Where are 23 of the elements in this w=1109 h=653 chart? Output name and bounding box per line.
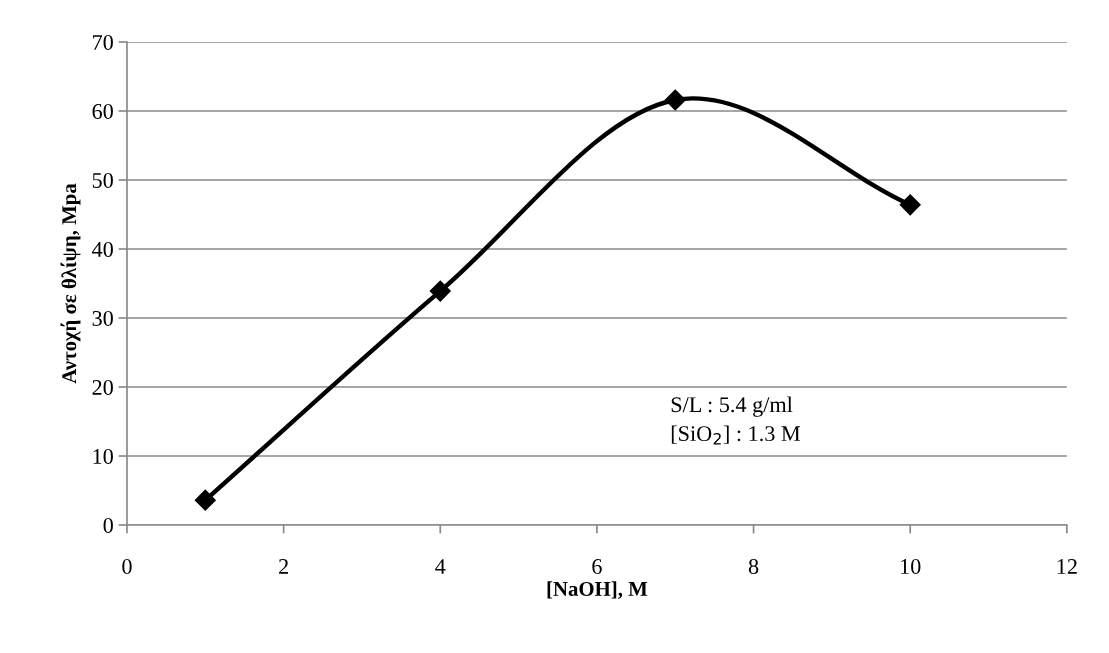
annotation: [SiO$_{2}$] : 1.3 M — [671, 425, 801, 445]
y-tick-label: 30 — [92, 310, 113, 326]
x-tick-label: 12 — [1057, 559, 1077, 574]
y-tick-label: 50 — [92, 172, 113, 188]
y-tick-label: 70 — [93, 34, 113, 50]
x-axis-title: [NaOH], M — [547, 581, 648, 599]
y-axis-title: Αντοχή σε θλίψη, Mpa — [60, 183, 81, 384]
point — [194, 489, 216, 511]
y-tick-label: 40 — [92, 241, 113, 257]
x-tick-label: 8 — [748, 558, 759, 574]
y-tick-label: 0 — [103, 517, 113, 533]
x-tick-label: 4 — [435, 559, 446, 574]
x-tick-label: 6 — [592, 559, 602, 574]
point — [899, 194, 921, 216]
point — [664, 89, 686, 111]
annotation: S/L : 5.4 g/ml — [671, 396, 793, 417]
x-tick-label: 10 — [901, 558, 921, 574]
y-tick-label: 10 — [93, 448, 113, 464]
y-tick-label: 20 — [92, 379, 113, 395]
x-tick-label: 0 — [122, 558, 132, 574]
x-tick-label: 2 — [279, 559, 288, 574]
point — [429, 280, 451, 302]
y-tick-label: 60 — [92, 103, 113, 119]
